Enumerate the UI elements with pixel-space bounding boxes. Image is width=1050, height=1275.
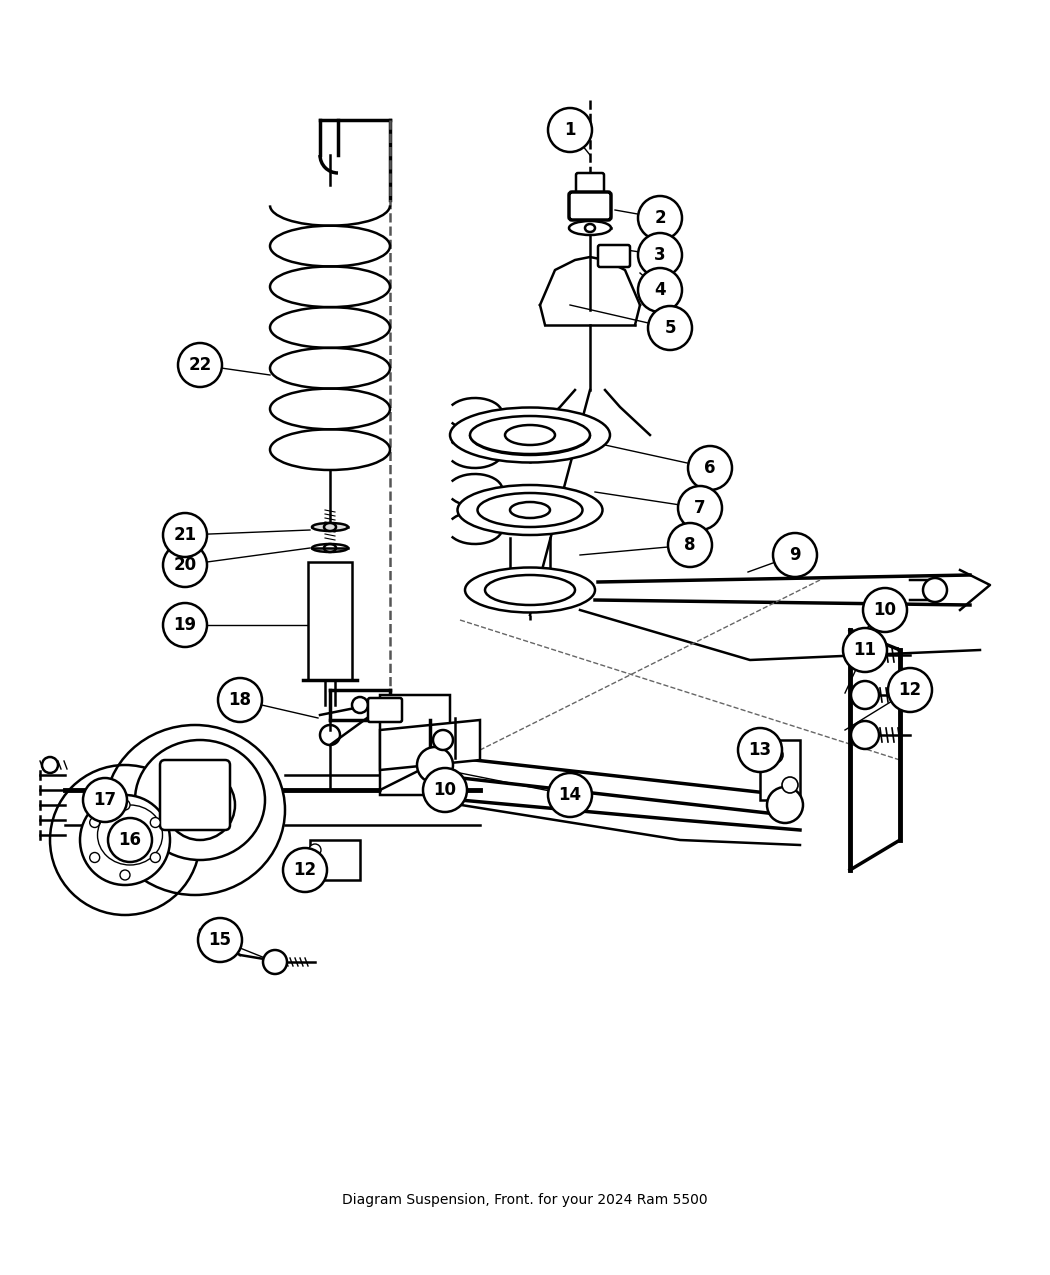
- Circle shape: [888, 668, 932, 711]
- Text: 1: 1: [564, 121, 575, 139]
- Text: 17: 17: [93, 790, 117, 810]
- Ellipse shape: [510, 502, 550, 518]
- Circle shape: [89, 817, 100, 827]
- Circle shape: [850, 681, 879, 709]
- Circle shape: [638, 233, 682, 277]
- Circle shape: [548, 108, 592, 152]
- Circle shape: [923, 578, 947, 602]
- Circle shape: [638, 196, 682, 240]
- Circle shape: [766, 787, 803, 822]
- Text: 12: 12: [293, 861, 316, 878]
- Circle shape: [108, 819, 152, 862]
- Circle shape: [83, 778, 127, 822]
- Text: 9: 9: [790, 546, 801, 564]
- Text: 21: 21: [173, 527, 196, 544]
- Text: 2: 2: [654, 209, 666, 227]
- Circle shape: [163, 603, 207, 646]
- Circle shape: [178, 343, 222, 388]
- Text: 4: 4: [654, 280, 666, 300]
- Circle shape: [150, 817, 161, 827]
- Circle shape: [863, 588, 907, 632]
- Text: 13: 13: [749, 741, 772, 759]
- Circle shape: [668, 523, 712, 567]
- Text: 15: 15: [209, 931, 231, 949]
- Text: 6: 6: [705, 459, 716, 477]
- Text: 19: 19: [173, 616, 196, 634]
- Ellipse shape: [485, 575, 575, 606]
- Circle shape: [850, 720, 879, 748]
- Ellipse shape: [478, 493, 583, 527]
- FancyBboxPatch shape: [160, 760, 230, 830]
- FancyBboxPatch shape: [368, 697, 402, 722]
- Text: 22: 22: [188, 356, 212, 374]
- Circle shape: [850, 641, 879, 669]
- Ellipse shape: [585, 224, 595, 232]
- Circle shape: [773, 533, 817, 578]
- Polygon shape: [760, 740, 800, 799]
- Circle shape: [42, 757, 58, 773]
- Ellipse shape: [569, 221, 611, 235]
- Text: Diagram Suspension, Front. for your 2024 Ram 5500: Diagram Suspension, Front. for your 2024…: [342, 1193, 708, 1207]
- Circle shape: [678, 486, 722, 530]
- Circle shape: [120, 799, 130, 810]
- FancyBboxPatch shape: [569, 193, 611, 221]
- Circle shape: [782, 776, 798, 793]
- Ellipse shape: [505, 425, 555, 445]
- Circle shape: [352, 697, 367, 713]
- Circle shape: [150, 853, 161, 862]
- Text: 20: 20: [173, 556, 196, 574]
- Polygon shape: [380, 695, 450, 796]
- Circle shape: [309, 864, 321, 876]
- FancyBboxPatch shape: [598, 245, 630, 266]
- Circle shape: [648, 306, 692, 351]
- Text: 3: 3: [654, 246, 666, 264]
- Circle shape: [423, 768, 467, 812]
- Ellipse shape: [135, 740, 265, 861]
- FancyBboxPatch shape: [576, 173, 604, 193]
- Circle shape: [638, 268, 682, 312]
- Text: 12: 12: [899, 681, 922, 699]
- Ellipse shape: [465, 567, 595, 612]
- Circle shape: [309, 844, 321, 856]
- Circle shape: [262, 950, 287, 974]
- Text: 10: 10: [434, 782, 457, 799]
- Text: 10: 10: [874, 601, 897, 618]
- Text: 5: 5: [665, 319, 676, 337]
- Ellipse shape: [450, 408, 610, 463]
- Circle shape: [80, 796, 170, 885]
- Circle shape: [165, 770, 235, 840]
- Circle shape: [843, 629, 887, 672]
- Text: 8: 8: [685, 536, 696, 555]
- Circle shape: [766, 747, 783, 762]
- Circle shape: [417, 747, 453, 783]
- Text: 18: 18: [229, 691, 252, 709]
- Ellipse shape: [98, 805, 163, 864]
- Circle shape: [218, 678, 262, 722]
- Polygon shape: [310, 840, 360, 880]
- Circle shape: [163, 513, 207, 557]
- Polygon shape: [308, 562, 352, 680]
- Circle shape: [433, 731, 453, 750]
- Text: 11: 11: [854, 641, 877, 659]
- Text: 7: 7: [694, 499, 706, 516]
- Circle shape: [284, 848, 327, 892]
- Polygon shape: [380, 720, 480, 770]
- Ellipse shape: [312, 523, 348, 530]
- Ellipse shape: [458, 484, 603, 536]
- Circle shape: [738, 728, 782, 771]
- Circle shape: [163, 543, 207, 586]
- Ellipse shape: [105, 725, 285, 895]
- Text: 16: 16: [119, 831, 142, 849]
- Circle shape: [548, 773, 592, 817]
- Circle shape: [120, 870, 130, 880]
- Text: 14: 14: [559, 785, 582, 805]
- Ellipse shape: [324, 523, 336, 530]
- Circle shape: [89, 853, 100, 862]
- Ellipse shape: [470, 416, 590, 454]
- Circle shape: [688, 446, 732, 490]
- Circle shape: [198, 918, 242, 963]
